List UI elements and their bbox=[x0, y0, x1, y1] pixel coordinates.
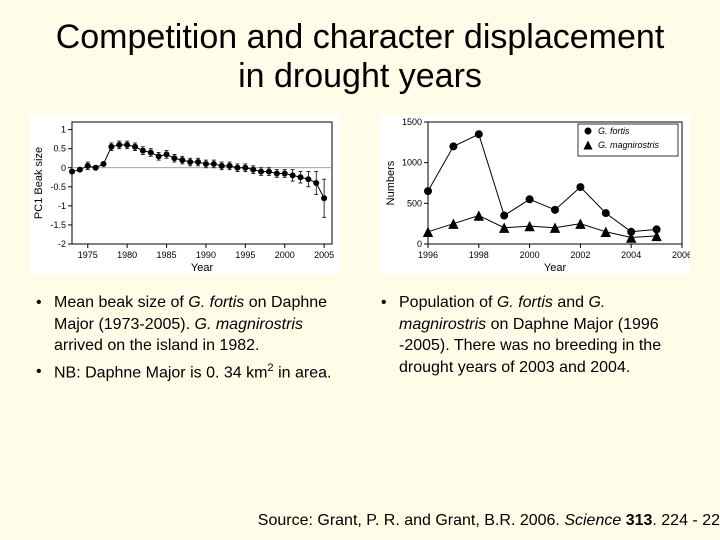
bullet-marker: • bbox=[375, 292, 399, 378]
svg-text:1990: 1990 bbox=[196, 250, 216, 260]
svg-text:-1.5: -1.5 bbox=[50, 220, 66, 230]
svg-text:2000: 2000 bbox=[275, 250, 295, 260]
svg-text:1500: 1500 bbox=[402, 117, 422, 127]
beak-size-chart: -2 -1.5 -1 -0.5 0 0.5 1 1975 1980 1985 1990 1995 200… bbox=[30, 114, 340, 274]
bullets-left: •Mean beak size of G. fortis on Daphne M… bbox=[30, 292, 345, 388]
svg-text:Numbers: Numbers bbox=[385, 160, 397, 205]
svg-text:1985: 1985 bbox=[157, 250, 177, 260]
svg-text:Year: Year bbox=[191, 262, 214, 274]
svg-text:1996: 1996 bbox=[418, 250, 438, 260]
svg-text:1: 1 bbox=[61, 125, 66, 135]
svg-text:500: 500 bbox=[407, 199, 422, 209]
left-chart-panel: -2 -1.5 -1 -0.5 0 0.5 1 1975 1980 1985 1990 1995 200… bbox=[30, 114, 340, 274]
svg-text:1998: 1998 bbox=[469, 250, 489, 260]
bullet-item: •Population of G. fortis and G. magniros… bbox=[375, 292, 690, 378]
svg-text:Year: Year bbox=[544, 262, 567, 274]
svg-text:0.5: 0.5 bbox=[53, 144, 66, 154]
bullets-row: •Mean beak size of G. fortis on Daphne M… bbox=[0, 274, 720, 388]
svg-text:0: 0 bbox=[61, 163, 66, 173]
svg-text:1995: 1995 bbox=[235, 250, 255, 260]
bullet-text: NB: Daphne Major is 0. 34 km2 in area. bbox=[54, 361, 345, 384]
source-citation: Source: Grant, P. R. and Grant, B.R. 200… bbox=[258, 512, 720, 530]
bullets-right: •Population of G. fortis and G. magniros… bbox=[375, 292, 690, 388]
bullet-item: •Mean beak size of G. fortis on Daphne M… bbox=[30, 292, 345, 357]
charts-row: -2 -1.5 -1 -0.5 0 0.5 1 1975 1980 1985 1990 1995 200… bbox=[0, 106, 720, 274]
bullet-marker: • bbox=[30, 292, 54, 357]
slide-title: Competition and character displacement i… bbox=[0, 0, 720, 106]
svg-text:1980: 1980 bbox=[117, 250, 137, 260]
svg-text:1975: 1975 bbox=[78, 250, 98, 260]
population-chart: 0 500 1000 1500 1996 1998 2000 2002 2004 2006 Year… bbox=[380, 114, 690, 274]
svg-text:G. magnirostris: G. magnirostris bbox=[598, 140, 660, 150]
svg-text:2004: 2004 bbox=[621, 250, 641, 260]
right-chart-panel: 0 500 1000 1500 1996 1998 2000 2002 2004 2006 Year… bbox=[380, 114, 690, 274]
svg-text:2000: 2000 bbox=[520, 250, 540, 260]
bullet-text: Population of G. fortis and G. magnirost… bbox=[399, 292, 690, 378]
svg-text:0: 0 bbox=[417, 239, 422, 249]
bullet-marker: • bbox=[30, 361, 54, 384]
svg-text:2005: 2005 bbox=[314, 250, 334, 260]
svg-text:G. fortis: G. fortis bbox=[598, 126, 630, 136]
bullet-text: Mean beak size of G. fortis on Daphne Ma… bbox=[54, 292, 345, 357]
svg-text:-2: -2 bbox=[58, 239, 66, 249]
bullet-item: •NB: Daphne Major is 0. 34 km2 in area. bbox=[30, 361, 345, 384]
svg-text:PC1 Beak size: PC1 Beak size bbox=[33, 147, 45, 219]
svg-text:-1: -1 bbox=[58, 201, 66, 211]
svg-text:1000: 1000 bbox=[402, 158, 422, 168]
svg-text:-0.5: -0.5 bbox=[50, 182, 66, 192]
svg-text:2006: 2006 bbox=[672, 250, 690, 260]
svg-text:2002: 2002 bbox=[570, 250, 590, 260]
